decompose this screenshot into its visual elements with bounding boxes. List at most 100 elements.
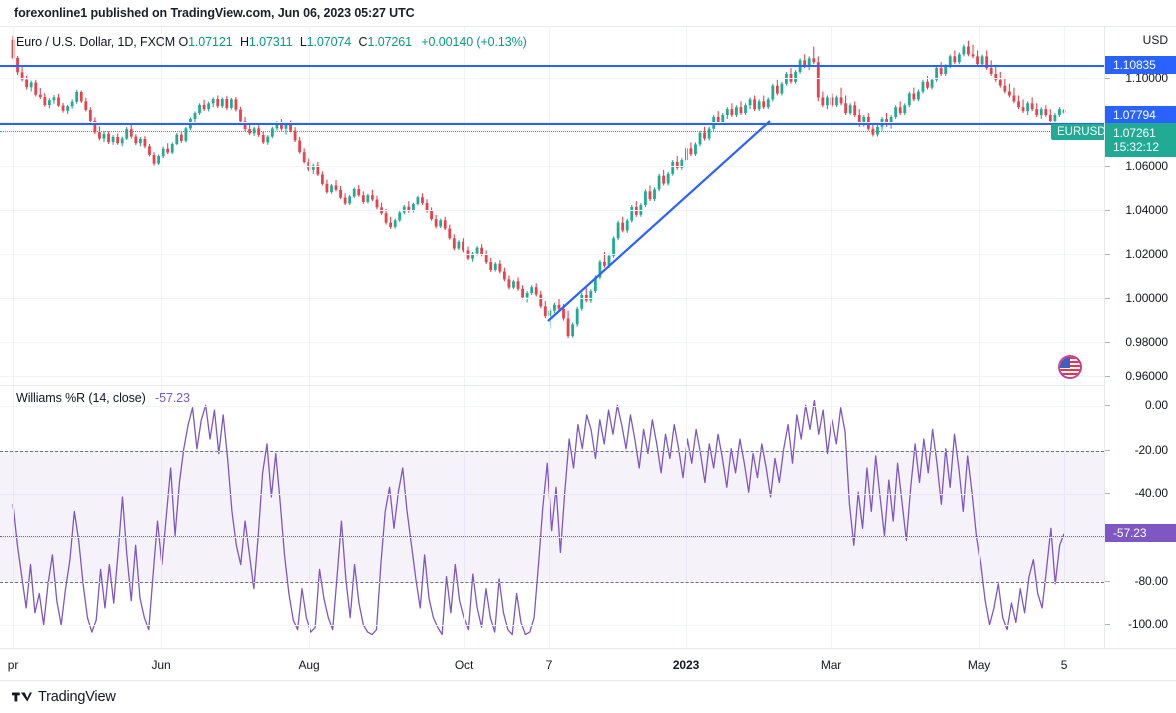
currency-label: USD xyxy=(1142,33,1168,47)
gridline-vertical xyxy=(686,27,687,385)
indicator-tick-label: -80.00 xyxy=(1134,574,1169,588)
us-flag-canton xyxy=(1060,357,1071,368)
gridline-vertical xyxy=(161,386,162,648)
scale-tick xyxy=(1105,298,1110,299)
gridline-horizontal xyxy=(0,625,1104,626)
williams-r-series xyxy=(12,399,1065,636)
low-value: 1.07074 xyxy=(306,35,352,49)
candlestick-series xyxy=(11,35,1066,339)
gridline-horizontal xyxy=(0,298,1104,299)
resistance-ray-line[interactable] xyxy=(0,65,1104,67)
series-price-badge: EURUSD xyxy=(1051,124,1104,140)
change-value: +0.00140 (+0.13%) xyxy=(421,35,527,49)
scale-tick xyxy=(1105,342,1110,343)
gridline-vertical xyxy=(464,386,465,648)
gridline-vertical xyxy=(1064,27,1065,385)
publisher-header: forexonline1 published on TradingView.co… xyxy=(0,0,1176,27)
footer-bar: TradingView xyxy=(0,681,1176,713)
gridline-vertical xyxy=(13,27,14,385)
tradingview-logo-text: TradingView xyxy=(38,689,116,705)
time-tick-label: 7 xyxy=(545,658,553,672)
current-value-level-line xyxy=(0,536,1104,537)
time-tick-label: Mar xyxy=(820,658,842,672)
gridline-horizontal xyxy=(0,254,1104,255)
time-tick-label: Aug xyxy=(298,658,320,672)
price-scale-axis[interactable]: USD 1.10000 1.08000 1.06000 1.04000 1.02… xyxy=(1104,27,1176,385)
price-tick-label: 1.06000 xyxy=(1125,159,1168,173)
price-tick-label: 0.98000 xyxy=(1125,335,1168,349)
gridline-vertical xyxy=(309,386,310,648)
gridline-vertical xyxy=(979,386,980,648)
gridline-horizontal xyxy=(0,406,1104,407)
time-scale-axis[interactable]: pr Jun Aug Oct 7 2023 Mar May 5 xyxy=(0,648,1176,681)
indicator-scale-axis[interactable]: 0.00 -20.00 -40.00 -60.00 -80.00 -100.00… xyxy=(1104,385,1176,648)
publisher-text: forexonline1 published on TradingView.co… xyxy=(14,6,415,20)
open-label: O xyxy=(178,35,189,49)
time-tick-label: May xyxy=(967,658,991,672)
gridline-vertical xyxy=(831,386,832,648)
indicator-tick-label: 0.00 xyxy=(1145,398,1168,412)
overbought-level-line xyxy=(0,451,1104,452)
high-label: H xyxy=(239,35,249,49)
gridline-horizontal xyxy=(0,166,1104,167)
indicator-tick-label: -20.00 xyxy=(1134,443,1169,457)
scale-tick xyxy=(1105,376,1110,377)
last-price-value: 1.07261 xyxy=(1113,126,1156,140)
gridline-vertical xyxy=(309,27,310,385)
gridline-vertical xyxy=(161,27,162,385)
gridline-horizontal xyxy=(0,376,1104,377)
time-tick-label: Oct xyxy=(454,658,474,672)
gridline-vertical xyxy=(1064,386,1065,648)
price-legend: Euro / U.S. Dollar, 1D, FXCM O1.07121 H1… xyxy=(16,35,527,49)
gridline-vertical xyxy=(686,386,687,648)
indicator-value-tag[interactable]: -57.23 xyxy=(1105,524,1176,542)
bar-countdown-value: 15:32:12 xyxy=(1113,140,1159,154)
time-tick-label: 5 xyxy=(1060,658,1068,672)
scale-tick xyxy=(1105,581,1110,582)
price-tick-label: 1.04000 xyxy=(1125,203,1168,217)
scale-tick xyxy=(1105,624,1110,625)
indicator-tick-label: -100.00 xyxy=(1128,617,1168,631)
support-price-tag[interactable]: 1.07794 xyxy=(1105,106,1176,124)
resistance-price-tag[interactable]: 1.10835 xyxy=(1105,56,1176,74)
us-flag-event-icon[interactable] xyxy=(1058,355,1082,379)
gridline-horizontal xyxy=(0,210,1104,211)
oversold-level-line xyxy=(0,582,1104,583)
scale-tick xyxy=(1105,405,1110,406)
high-value: 1.07311 xyxy=(248,35,293,49)
oversold-band xyxy=(0,451,1104,582)
gridline-vertical xyxy=(549,386,550,648)
tradingview-logo[interactable]: TradingView xyxy=(12,689,116,705)
williams-r-panel[interactable]: Williams %R (14, close) -57.23 xyxy=(0,385,1104,648)
price-chart-panel[interactable]: EURUSD Euro / U.S. Dollar, 1D, FXCM O1.0… xyxy=(0,27,1104,385)
scale-tick xyxy=(1105,78,1110,79)
price-tick-label: 0.96000 xyxy=(1125,369,1168,383)
indicator-value: -57.23 xyxy=(155,391,190,405)
last-price-tag[interactable]: 1.07261 15:32:12 xyxy=(1105,123,1176,157)
price-tick-label: 1.00000 xyxy=(1125,291,1168,305)
gridline-vertical xyxy=(13,386,14,648)
gridline-vertical xyxy=(979,27,980,385)
price-tick-label: 1.02000 xyxy=(1125,247,1168,261)
gridline-vertical xyxy=(549,27,550,385)
last-price-line xyxy=(0,131,1104,132)
gridline-horizontal xyxy=(0,494,1104,495)
close-value: 1.07261 xyxy=(367,35,412,49)
indicator-title: Williams %R (14, close) xyxy=(16,391,146,405)
scale-tick xyxy=(1105,166,1110,167)
time-tick-label: 2023 xyxy=(672,658,700,672)
scale-tick xyxy=(1105,210,1110,211)
time-tick-label: Jun xyxy=(151,658,171,672)
gridline-horizontal xyxy=(0,342,1104,343)
gridline-vertical xyxy=(464,27,465,385)
scale-tick xyxy=(1105,493,1110,494)
price-tick-label: 1.10000 xyxy=(1125,71,1168,85)
close-label: C xyxy=(358,35,368,49)
indicator-tick-label: -40.00 xyxy=(1134,486,1169,500)
us-flag-inner xyxy=(1060,357,1080,377)
symbol-title: Euro / U.S. Dollar, 1D, FXCM xyxy=(16,35,176,49)
indicator-legend: Williams %R (14, close) -57.23 xyxy=(16,391,190,405)
support-ray-line[interactable] xyxy=(0,123,1104,125)
time-tick-label: pr xyxy=(7,658,19,672)
